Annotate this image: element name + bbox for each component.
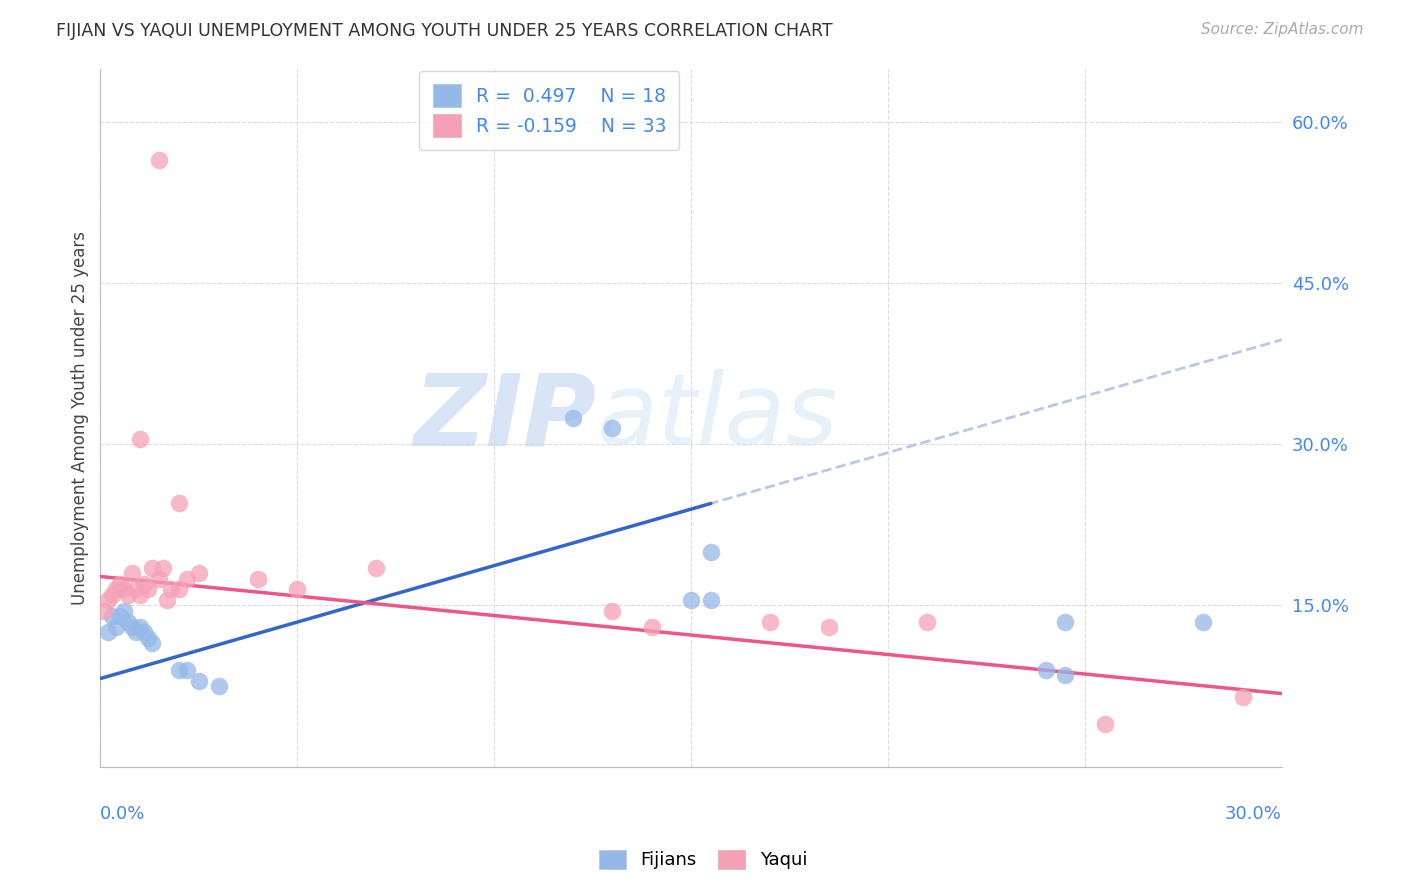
Point [148, 572, 170, 586]
Point [121, 620, 143, 634]
Point [167, 496, 190, 510]
Point [105, 582, 128, 597]
Text: atlas: atlas [596, 369, 838, 466]
Point [97, 593, 120, 607]
Point [112, 582, 135, 597]
Point [141, 636, 163, 650]
Point [112, 604, 135, 618]
Point [101, 609, 124, 624]
Point [562, 410, 585, 425]
Text: Source: ZipAtlas.com: Source: ZipAtlas.com [1201, 22, 1364, 37]
Point [128, 620, 150, 634]
Legend: Fijians, Yaqui: Fijians, Yaqui [589, 840, 817, 879]
Point [136, 582, 159, 597]
Point [176, 663, 198, 677]
Point [101, 588, 124, 602]
Text: ZIP: ZIP [413, 369, 596, 466]
Point [156, 593, 179, 607]
Point [108, 609, 131, 624]
Point [602, 421, 624, 435]
Point [364, 561, 387, 575]
Legend: R =  0.497    N = 18, R = -0.159    N = 33: R = 0.497 N = 18, R = -0.159 N = 33 [419, 71, 679, 151]
Point [818, 620, 841, 634]
Point [167, 582, 190, 597]
Text: FIJIAN VS YAQUI UNEMPLOYMENT AMONG YOUTH UNDER 25 YEARS CORRELATION CHART: FIJIAN VS YAQUI UNEMPLOYMENT AMONG YOUTH… [56, 22, 832, 40]
Text: 0.0%: 0.0% [100, 805, 146, 823]
Point [187, 566, 209, 581]
Y-axis label: Unemployment Among Youth under 25 years: Unemployment Among Youth under 25 years [72, 230, 89, 605]
Point [285, 582, 308, 597]
Point [207, 679, 229, 693]
Point [132, 577, 155, 591]
Point [681, 593, 703, 607]
Point [700, 545, 723, 559]
Point [125, 582, 148, 597]
Point [160, 582, 183, 597]
Point [700, 593, 723, 607]
Point [759, 615, 782, 629]
Text: 30.0%: 30.0% [1225, 805, 1282, 823]
Point [121, 566, 143, 581]
Point [117, 588, 139, 602]
Point [167, 663, 190, 677]
Point [152, 561, 174, 575]
Point [641, 620, 664, 634]
Point [187, 673, 209, 688]
Point [136, 631, 159, 645]
Point [105, 620, 128, 634]
Point [917, 615, 939, 629]
Point [132, 625, 155, 640]
Point [1094, 716, 1116, 731]
Point [246, 572, 269, 586]
Point [128, 588, 150, 602]
Point [128, 432, 150, 446]
Point [125, 625, 148, 640]
Point [176, 572, 198, 586]
Point [1054, 615, 1077, 629]
Point [141, 561, 163, 575]
Point [602, 604, 624, 618]
Point [117, 615, 139, 629]
Point [148, 153, 170, 167]
Point [1192, 615, 1215, 629]
Point [1232, 690, 1254, 704]
Point [93, 604, 115, 618]
Point [1054, 668, 1077, 682]
Point [97, 625, 120, 640]
Point [1035, 663, 1057, 677]
Point [108, 577, 131, 591]
